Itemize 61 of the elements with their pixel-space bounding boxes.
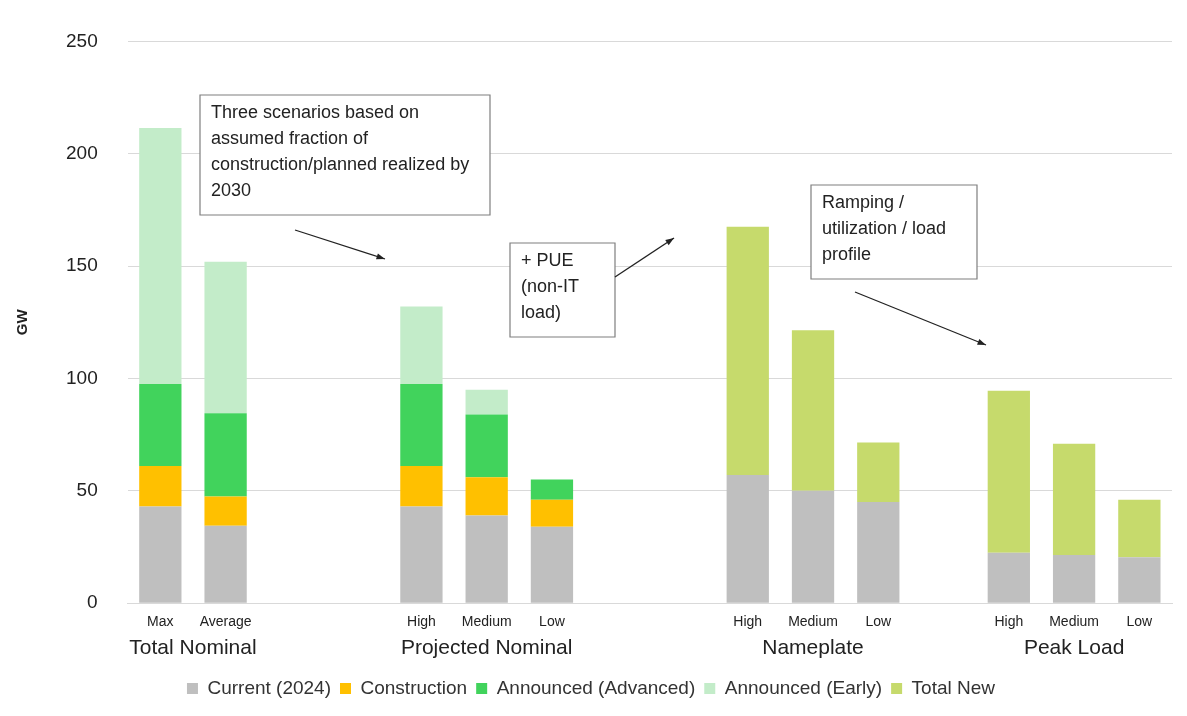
bar (400, 306, 443, 385)
bar (791, 490, 835, 603)
annotation: Ramping / utilization / load profile (822, 191, 947, 264)
bar (726, 475, 769, 603)
x-tick-label: Low (539, 613, 566, 630)
x-tick-label: High (733, 613, 763, 630)
bar (204, 261, 247, 414)
bar (139, 466, 182, 507)
bar (465, 389, 508, 415)
bar (204, 413, 247, 497)
y-tick-label: 50 (76, 479, 98, 501)
bar (465, 515, 508, 603)
bar (1052, 554, 1096, 603)
annotation: Three scenarios based on assumed fraction of construction/planned realized by 2030 (211, 101, 470, 200)
legend-label: Current (2024) (207, 676, 332, 698)
bar (400, 466, 443, 507)
x-tick-label: High (994, 613, 1024, 630)
y-axis-title: GW (13, 308, 31, 336)
y-tick-label: 200 (66, 141, 98, 163)
bar (465, 477, 508, 516)
x-tick-label: Low (1126, 613, 1154, 630)
bar (139, 506, 182, 603)
text: Peak Load (1023, 635, 1125, 659)
legend-label: Construction (360, 676, 468, 698)
bar (1052, 443, 1096, 555)
bar (204, 525, 247, 603)
legend-label: Total New (911, 676, 996, 698)
bar (987, 390, 1030, 553)
bar (726, 226, 769, 476)
x-tick-label: Low (865, 613, 893, 630)
annotation: + PUE (non-IT load) (521, 249, 580, 322)
bar (139, 127, 182, 385)
x-tick-label: Medium (461, 613, 512, 630)
text: Nameplate (762, 635, 864, 659)
x-tick-label: Max (147, 613, 174, 630)
bar (530, 499, 574, 527)
bar (857, 442, 900, 503)
bar (1118, 499, 1161, 558)
bar (530, 479, 574, 500)
bar (465, 414, 508, 478)
bar (400, 384, 443, 467)
x-tick-label: Average (199, 613, 252, 630)
bar (139, 384, 182, 467)
x-tick-label: Medium (1049, 613, 1099, 630)
x-tick-label: Medium (788, 613, 838, 630)
bar (857, 502, 900, 603)
bar (204, 496, 247, 526)
bar (400, 506, 443, 603)
text: Total Nominal (129, 635, 257, 659)
text: Projected Nominal (400, 635, 573, 659)
y-tick-label: 0 (87, 591, 98, 613)
bar (987, 552, 1030, 603)
y-tick-label: 150 (66, 254, 98, 276)
legend-label: Announced (Advanced) (496, 676, 696, 698)
y-tick-label: 100 (66, 366, 98, 388)
bar (791, 330, 835, 491)
bar (1118, 557, 1161, 603)
y-tick-label: 250 (66, 29, 98, 51)
x-tick-label: High (407, 613, 436, 630)
bar (530, 526, 574, 603)
legend-label: Announced (Early) (724, 676, 883, 698)
